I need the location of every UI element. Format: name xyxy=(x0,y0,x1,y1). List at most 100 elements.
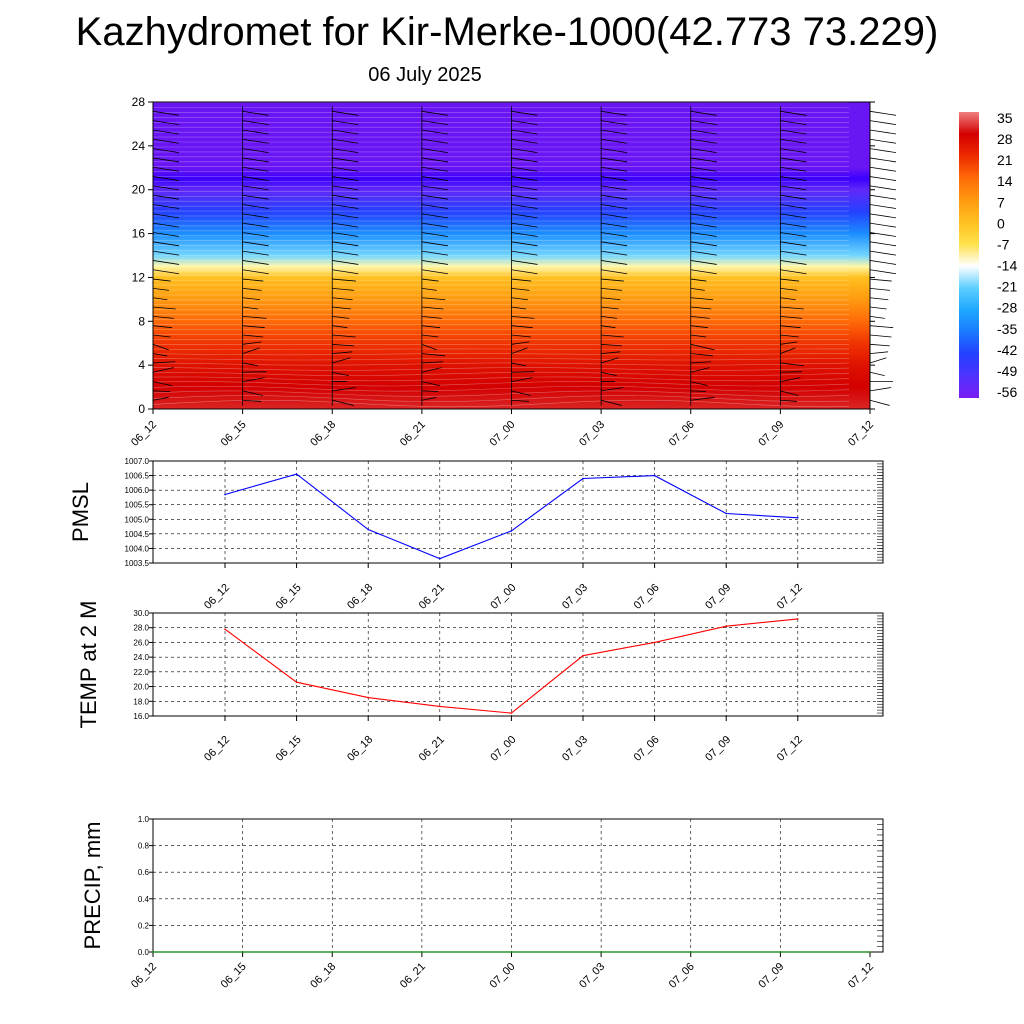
wind-barb xyxy=(690,120,717,126)
wind-barb xyxy=(152,185,180,191)
wind-barb xyxy=(332,287,355,291)
wind-barb xyxy=(601,278,624,282)
wind-barb xyxy=(869,343,890,347)
wind-barb xyxy=(869,250,897,256)
wind-barb xyxy=(421,269,448,275)
wind-barb xyxy=(332,334,356,338)
data-point xyxy=(295,473,298,475)
colorbar-label: 0 xyxy=(997,215,1005,231)
wind-barb xyxy=(421,343,437,351)
wind-barb xyxy=(869,306,887,310)
wind-barb xyxy=(511,287,530,291)
wind-barb xyxy=(780,129,807,135)
wind-barb xyxy=(242,306,259,310)
wind-barb xyxy=(421,381,440,386)
wind-barb xyxy=(332,306,351,310)
wind-barb xyxy=(690,315,710,319)
x-tick-label: 07_00 xyxy=(488,961,518,991)
wind-barb xyxy=(242,347,260,355)
wind-barb xyxy=(152,129,180,135)
x-tick-label: 07_03 xyxy=(577,419,607,449)
isotherm xyxy=(152,385,850,392)
y-axis-label: PMSL xyxy=(68,482,93,542)
wind-barb xyxy=(152,343,169,351)
y-tick-label: 0 xyxy=(138,402,145,416)
wind-barb xyxy=(780,232,807,237)
wind-barb xyxy=(690,361,712,364)
wind-barb xyxy=(332,185,359,191)
data-point xyxy=(331,951,334,953)
wind-barb xyxy=(152,278,171,282)
wind-barb xyxy=(511,213,538,219)
wind-barb xyxy=(242,371,267,373)
wind-barb xyxy=(601,157,628,163)
wind-barb xyxy=(332,250,359,256)
wind-barb xyxy=(332,297,353,301)
wind-barb xyxy=(511,325,533,329)
wind-barb xyxy=(332,241,359,247)
wind-barb xyxy=(869,315,885,319)
wind-barb xyxy=(152,334,171,338)
wind-barb xyxy=(601,297,621,301)
y-axis-label: TEMP at 2 M xyxy=(76,601,101,729)
wind-barb xyxy=(511,399,530,402)
colorbar-label: -21 xyxy=(997,279,1017,295)
y-tick-label: 24 xyxy=(132,139,146,153)
isotherm xyxy=(152,390,850,397)
wind-barb xyxy=(780,334,799,338)
wind-barb xyxy=(242,148,269,153)
wind-barb xyxy=(511,222,538,228)
colorbar-label: -42 xyxy=(997,342,1017,358)
wind-barb xyxy=(511,129,538,135)
wind-barb xyxy=(780,278,800,282)
wind-barb xyxy=(511,390,531,396)
colorbar-label: 35 xyxy=(997,110,1013,126)
data-point xyxy=(510,530,513,532)
wind-barb xyxy=(242,297,260,301)
wind-barb xyxy=(690,343,715,351)
x-tick-label: 06_15 xyxy=(274,734,304,764)
colorbar-label: -28 xyxy=(997,300,1017,316)
plot-frame xyxy=(152,818,884,953)
wind-barb xyxy=(152,166,180,172)
wind-barb xyxy=(152,176,180,181)
wind-barb xyxy=(511,297,528,301)
wind-barb xyxy=(780,377,801,382)
wind-barb xyxy=(869,222,897,228)
y-tick-label: 16.0 xyxy=(133,712,149,721)
isotherm xyxy=(152,367,850,371)
wind-barb xyxy=(421,241,448,247)
wind-barb xyxy=(780,390,799,396)
wind-barb xyxy=(421,353,446,357)
data-point xyxy=(421,951,423,953)
y-tick-label: 20.0 xyxy=(133,683,149,692)
wind-barb xyxy=(511,204,538,209)
wind-barb xyxy=(601,120,628,126)
wind-barb xyxy=(780,110,807,116)
wind-barb xyxy=(242,260,269,265)
wind-barb xyxy=(152,325,173,329)
x-tick-label: 07_06 xyxy=(667,419,697,449)
x-tick-label: 07_03 xyxy=(577,961,607,991)
x-tick-label: 07_09 xyxy=(703,582,733,612)
wind-barb xyxy=(869,138,897,144)
wind-barb xyxy=(601,343,622,347)
wind-barb xyxy=(242,287,262,291)
wind-barb xyxy=(511,110,538,116)
wind-barb xyxy=(780,176,807,181)
wind-barb xyxy=(421,306,444,310)
data-point xyxy=(367,696,370,699)
wind-barb xyxy=(511,278,532,282)
wind-barb xyxy=(242,110,269,116)
wind-barb xyxy=(152,269,180,275)
y-tick-label: 22.0 xyxy=(133,668,149,677)
wind-barb xyxy=(690,176,717,181)
wind-barb xyxy=(690,381,708,386)
y-tick-label: 0.8 xyxy=(138,842,150,851)
wind-barb xyxy=(601,371,617,377)
data-point xyxy=(224,493,226,496)
wind-barb xyxy=(332,110,359,116)
wind-barb xyxy=(152,367,174,373)
data-point xyxy=(582,654,584,657)
